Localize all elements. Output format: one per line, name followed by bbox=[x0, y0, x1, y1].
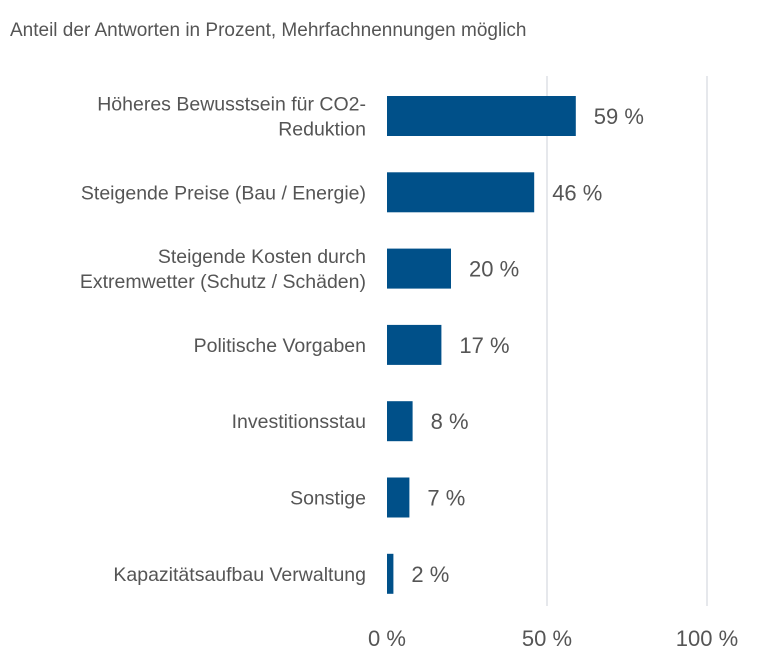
x-tick-label-50: 50 % bbox=[522, 626, 572, 651]
category-label-0: Höheres Bewusstsein für CO2-Reduktion bbox=[97, 94, 366, 141]
x-axis-ticks: 0 % 50 % 100 % bbox=[368, 626, 738, 651]
value-label-1: 46 % bbox=[552, 180, 602, 205]
category-label-1: Steigende Preise (Bau / Energie) bbox=[81, 182, 366, 204]
gridlines bbox=[546, 76, 708, 606]
bar-6 bbox=[387, 553, 394, 594]
value-label-3: 17 % bbox=[459, 333, 509, 358]
category-label-4: Investitionsstau bbox=[232, 411, 366, 433]
category-label-2: Steigende Kosten durch Extremwetter (Schu… bbox=[80, 246, 366, 293]
value-label-0: 59 % bbox=[594, 104, 644, 129]
value-labels: 59 % 46 % 20 % 17 % 8 % 7 % 2 % bbox=[411, 104, 644, 587]
bar-0 bbox=[387, 96, 576, 136]
category-labels: Höheres Bewusstsein für CO2-Reduktion Ste… bbox=[80, 94, 366, 586]
chart-subtitle: Anteil der Antworten in Prozent, Mehrfac… bbox=[10, 20, 527, 41]
value-label-2: 20 % bbox=[469, 257, 519, 282]
category-label-6: Kapazitätsaufbau Verwaltung bbox=[113, 564, 366, 586]
bar-4 bbox=[387, 401, 413, 442]
bar-3 bbox=[387, 324, 442, 365]
bar-2 bbox=[387, 248, 451, 289]
bar-1 bbox=[387, 172, 535, 213]
x-tick-label-0: 0 % bbox=[368, 626, 406, 651]
category-label-3: Politische Vorgaben bbox=[194, 335, 366, 357]
value-label-5: 7 % bbox=[427, 486, 465, 511]
value-label-6: 2 % bbox=[411, 562, 449, 587]
bar-5 bbox=[387, 477, 410, 518]
value-label-4: 8 % bbox=[431, 409, 469, 434]
bars bbox=[387, 96, 576, 594]
category-label-5: Sonstige bbox=[290, 488, 366, 510]
x-tick-label-100: 100 % bbox=[676, 626, 738, 651]
